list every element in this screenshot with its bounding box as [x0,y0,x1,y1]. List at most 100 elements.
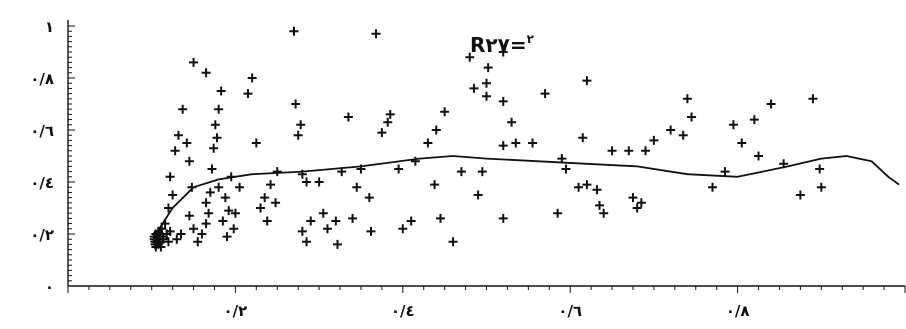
data-point [210,120,220,130]
data-point [728,120,738,130]
data-point [235,182,245,192]
data-point [483,63,493,73]
data-point [173,130,183,140]
data-point [163,203,173,213]
data-point [377,128,387,138]
data-point [220,193,230,203]
data-point [165,172,175,182]
x-tick-label: ٠/٤ [391,302,415,320]
data-point [599,208,609,218]
data-point [322,224,332,234]
data-point [477,167,487,177]
data-point [291,99,301,109]
data-point [156,242,166,252]
data-point [398,224,408,234]
data-point [394,164,404,174]
data-point [540,89,550,99]
data-point [624,146,634,156]
data-point [473,190,483,200]
data-point [435,213,445,223]
data-point [666,125,676,135]
data-point [482,91,491,101]
data-point [243,89,253,99]
y-tick-label: ٠/٨ [30,70,54,88]
data-point [592,185,602,195]
data-point [779,159,789,169]
data-point [247,73,257,83]
data-point [469,83,479,93]
data-point [430,180,440,190]
data-point [184,156,194,166]
data-point [815,164,825,174]
data-point [172,234,182,244]
data-point [306,216,316,226]
data-point [343,112,353,122]
data-point [222,232,232,242]
data-point [687,112,697,122]
data-point [578,133,588,143]
data-point [216,86,226,96]
r-squared-value: =٢٧ [485,33,526,57]
data-point [383,117,393,127]
data-point [448,237,458,247]
data-point [594,200,604,210]
data-point [678,130,688,140]
data-point [528,138,538,148]
data-point [754,151,764,161]
r-squared-annotation: R ٢=٢٧ [470,32,535,57]
data-point [230,208,240,218]
data-point [165,226,175,236]
data-point [582,180,592,190]
data-point [302,177,312,187]
data-point [187,182,197,192]
data-point [204,208,214,218]
data-point [251,138,261,148]
y-tick-label: ١ [45,18,54,36]
x-tick-label: ٠/٦ [558,302,582,320]
data-point [352,182,362,192]
data-point [431,125,441,135]
data-point [440,107,450,117]
r-squared-superscript: ٢ [527,32,535,46]
data-point [795,190,805,200]
data-point [337,167,347,177]
data-point [207,164,217,174]
tick-labels: ٠/٢ ٠/٤ ٠/٦ ٠/٨ ٠ ٠/٢ ٠/٤ ٠/٦ ٠/٨ ١ [30,18,749,320]
data-point [636,198,646,208]
data-point [224,206,234,216]
data-points [149,26,826,252]
data-point [160,219,170,229]
data-point [176,229,186,239]
data-point [720,167,730,177]
data-point [582,76,592,86]
data-point [356,164,366,174]
data-point [314,177,324,187]
data-point [157,224,167,234]
x-tick-label: ٠/٢ [224,302,248,320]
data-point [348,213,358,223]
data-point [561,164,571,174]
data-point [182,138,192,148]
data-point [302,237,312,247]
data-point [163,237,173,247]
data-point [628,193,638,203]
y-tick-label: ٠/٤ [30,174,54,192]
data-point [184,211,194,221]
data-point [482,78,491,88]
data-point [749,115,759,125]
data-point [201,219,211,229]
data-point [498,96,508,106]
data-point [366,226,376,236]
data-point [271,198,281,208]
data-point [197,229,207,239]
data-point [385,109,395,119]
data-point [553,208,563,218]
y-tick-label: ٠/٦ [30,122,54,140]
data-point [574,182,584,192]
data-point [297,169,307,179]
data-point [498,47,508,57]
data-point [226,172,236,182]
data-point [201,68,211,78]
